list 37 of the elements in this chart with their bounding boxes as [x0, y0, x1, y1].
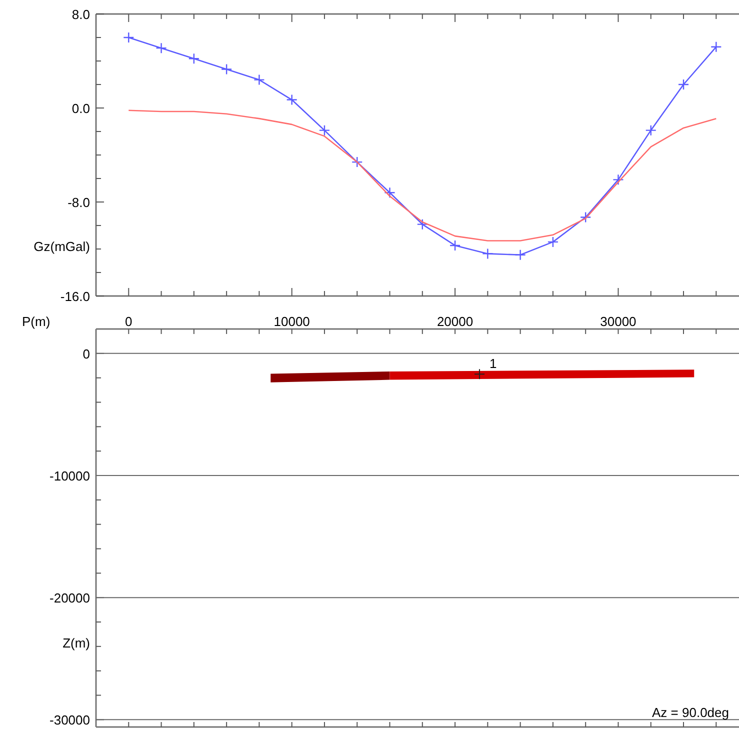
point — [580, 212, 592, 223]
y-tick-label: 0.0 — [72, 101, 90, 116]
point — [645, 124, 656, 136]
point — [710, 41, 722, 52]
point — [514, 249, 526, 260]
y-tick-label: -8.0 — [68, 195, 90, 210]
annotation: Az = 90.0deg — [652, 705, 729, 720]
point — [482, 248, 494, 260]
point — [254, 74, 265, 86]
y-tick-label: -30000 — [50, 712, 90, 728]
point — [416, 218, 428, 230]
point — [123, 32, 134, 44]
point — [188, 53, 200, 64]
point — [220, 64, 232, 75]
y-tick-label: 8.0 — [72, 7, 90, 22]
x-tick-label: 20000 — [436, 314, 474, 329]
annotation: 1 — [490, 356, 497, 372]
x-tick-label: 30000 — [600, 314, 636, 329]
point — [352, 156, 363, 168]
point — [286, 94, 298, 106]
line-series — [128, 110, 717, 242]
y-tick-label: -20000 — [50, 590, 90, 606]
y-tick-label: 0 — [82, 346, 90, 362]
x-axis-title: P(m) — [22, 314, 50, 329]
x-tick-label: 0 — [125, 314, 132, 329]
point — [678, 78, 690, 90]
y-axis-title: Gz(mGal) — [34, 238, 90, 254]
x-tick-label: 10000 — [274, 314, 310, 329]
point — [612, 174, 624, 186]
point — [384, 187, 396, 198]
point — [156, 42, 167, 54]
y-axis-title: Z(m) — [62, 635, 90, 650]
y-tick-label: -16.0 — [60, 289, 90, 304]
point — [318, 124, 330, 136]
point — [449, 240, 461, 252]
y-tick-label: -10000 — [50, 468, 90, 484]
point — [547, 236, 559, 248]
